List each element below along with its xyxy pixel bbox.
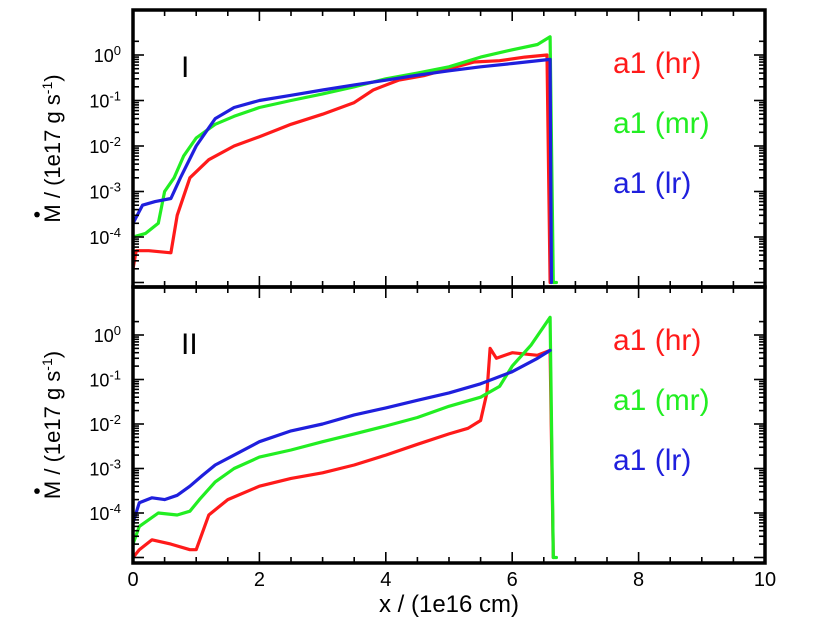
legend-entry: a1 (mr) xyxy=(613,107,710,140)
mdot-mark xyxy=(34,488,40,494)
series-line-2-2 xyxy=(133,315,559,560)
series-line-2-3 xyxy=(133,348,552,525)
series-line-1-2 xyxy=(133,35,559,285)
legend-entry: a1 (lr) xyxy=(613,444,691,477)
y-axis-label: M / (1e17 g s-1) xyxy=(39,74,65,222)
x-tick-label: 4 xyxy=(380,569,391,591)
panel-1: 100 10-1 10-2 10-3 10-4 I a1 (hr) a1 (mr) a1 (lr… xyxy=(34,8,767,289)
y-tick-label: 10-4 xyxy=(89,501,121,524)
x-tick-label: 0 xyxy=(127,569,138,591)
y-tick-label: 10-1 xyxy=(89,368,121,391)
y-tick-label: 10-1 xyxy=(89,89,121,112)
x-tick-label: 10 xyxy=(754,569,776,591)
y-axis-label: M / (1e17 g s-1) xyxy=(39,351,65,499)
x-tick-label: 2 xyxy=(254,569,265,591)
x-axis-label: x / (1e16 cm) xyxy=(379,591,519,618)
legend-entry: a1 (hr) xyxy=(613,324,701,357)
y-tick-label: 100 xyxy=(94,43,121,66)
series-line-1-1 xyxy=(133,53,552,285)
panel-2: 100 10-1 10-2 10-3 10-4 II a1 (hr) a1 (mr) a1 (l… xyxy=(34,285,767,565)
y-tick-label: 10-4 xyxy=(89,225,121,248)
series-line-2-1 xyxy=(133,346,555,560)
panel-label: II xyxy=(181,328,198,361)
legend-entry: a1 (hr) xyxy=(613,47,701,80)
panel-label: I xyxy=(181,51,189,84)
y-tick-label: 10-3 xyxy=(89,457,121,480)
x-tick-label: 6 xyxy=(507,569,518,591)
x-tick-label: 8 xyxy=(633,569,644,591)
legend-entry: a1 (mr) xyxy=(613,384,710,417)
panel-frame xyxy=(131,285,767,565)
y-tick-label: 100 xyxy=(94,323,121,346)
y-tick-label: 10-3 xyxy=(89,180,121,203)
mdot-mark xyxy=(34,211,40,218)
legend-entry: a1 (lr) xyxy=(613,167,691,200)
y-tick-label: 10-2 xyxy=(89,134,121,157)
y-tick-label: 10-2 xyxy=(89,412,121,435)
series-line-1-3 xyxy=(133,57,554,285)
